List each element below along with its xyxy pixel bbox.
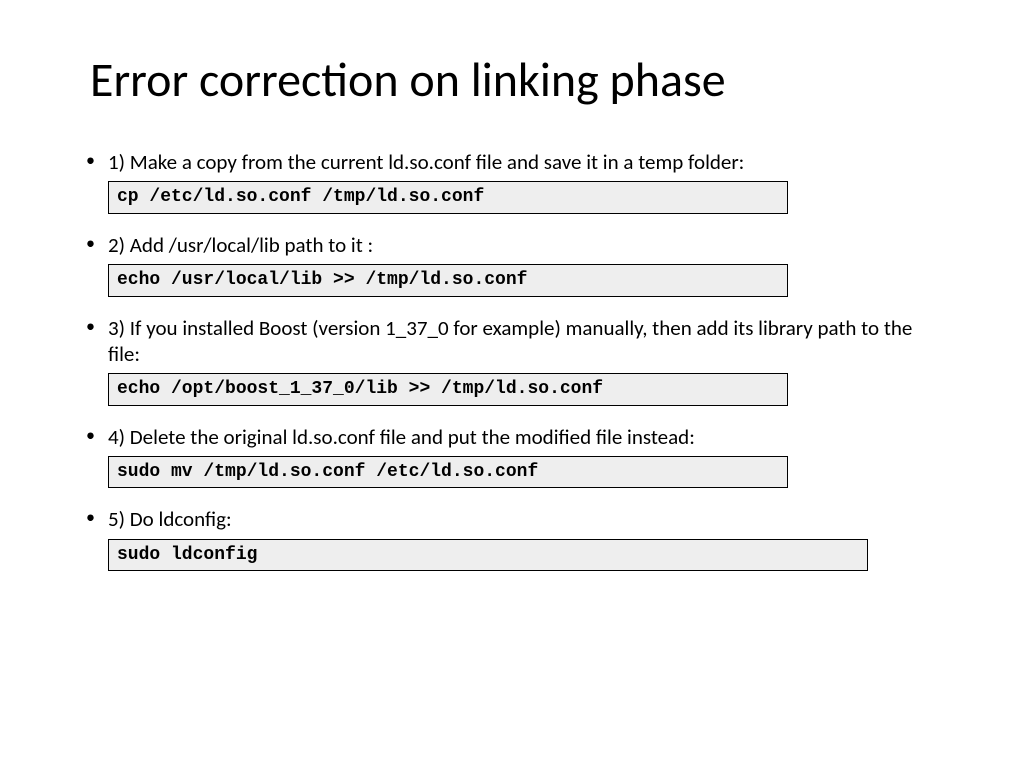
step-item: 3) If you installed Boost (version 1_37_… xyxy=(80,315,944,406)
step-item: 5) Do ldconfig: sudo ldconfig xyxy=(80,506,944,571)
step-text: 4) Delete the original ld.so.conf file a… xyxy=(108,424,944,450)
code-box: echo /opt/boost_1_37_0/lib >> /tmp/ld.so… xyxy=(108,373,788,406)
step-text: 2) Add /usr/local/lib path to it : xyxy=(108,232,944,258)
slide-title: Error correction on linking phase xyxy=(90,50,944,109)
step-text: 5) Do ldconfig: xyxy=(108,506,944,532)
step-item: 1) Make a copy from the current ld.so.co… xyxy=(80,149,944,214)
step-item: 4) Delete the original ld.so.conf file a… xyxy=(80,424,944,489)
step-item: 2) Add /usr/local/lib path to it : echo … xyxy=(80,232,944,297)
code-box: echo /usr/local/lib >> /tmp/ld.so.conf xyxy=(108,264,788,297)
code-box: sudo ldconfig xyxy=(108,539,868,572)
step-text: 1) Make a copy from the current ld.so.co… xyxy=(108,149,944,175)
code-box: cp /etc/ld.so.conf /tmp/ld.so.conf xyxy=(108,181,788,214)
steps-list: 1) Make a copy from the current ld.so.co… xyxy=(80,149,944,571)
step-text: 3) If you installed Boost (version 1_37_… xyxy=(108,315,944,368)
code-box: sudo mv /tmp/ld.so.conf /etc/ld.so.conf xyxy=(108,456,788,489)
slide-container: Error correction on linking phase 1) Mak… xyxy=(0,0,1024,629)
